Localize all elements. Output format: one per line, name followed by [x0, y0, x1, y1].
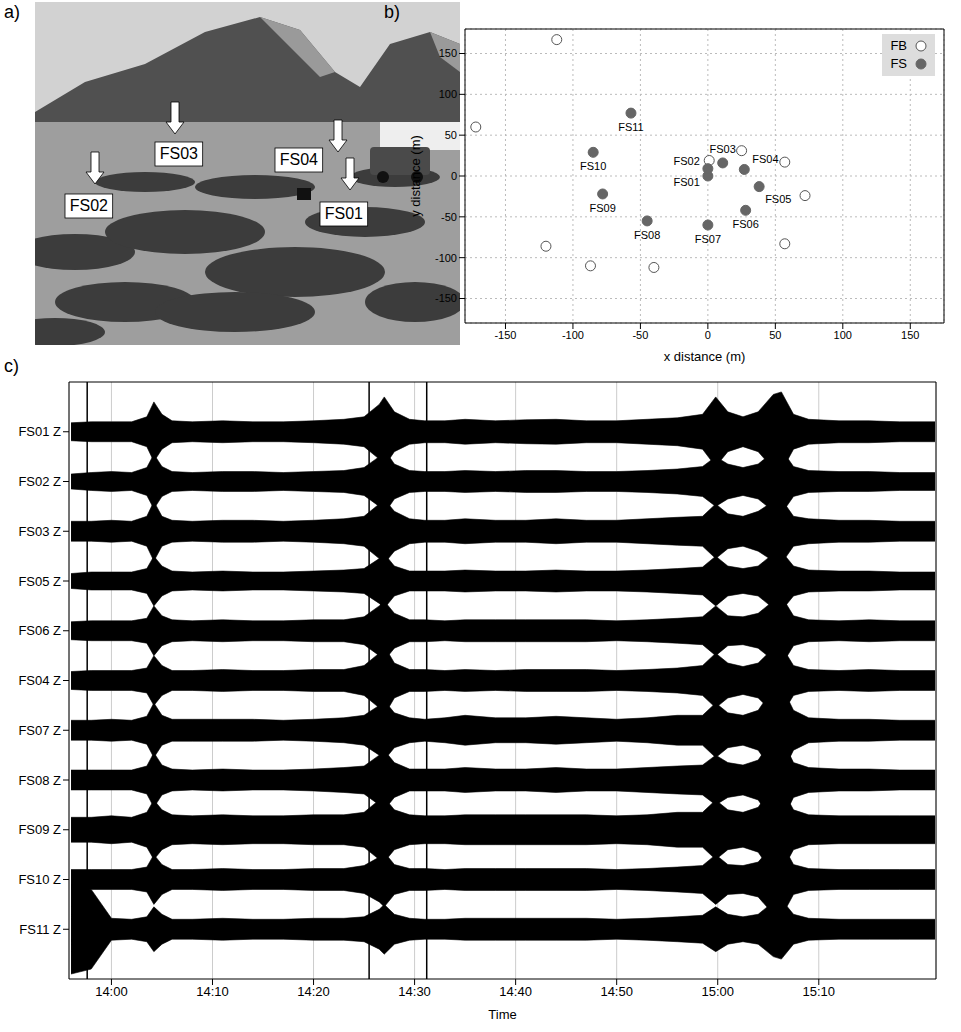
- svg-text:FS02 Z: FS02 Z: [18, 474, 61, 489]
- svg-text:FS06 Z: FS06 Z: [18, 623, 61, 638]
- svg-text:150: 150: [901, 329, 919, 341]
- svg-text:-150: -150: [435, 292, 457, 304]
- svg-text:y distance (m): y distance (m): [408, 135, 423, 217]
- svg-text:14:00: 14:00: [95, 984, 128, 999]
- svg-text:-100: -100: [435, 252, 457, 264]
- svg-text:FS10 Z: FS10 Z: [18, 872, 61, 887]
- svg-text:FS02: FS02: [674, 155, 700, 167]
- svg-text:15:10: 15:10: [803, 984, 836, 999]
- svg-text:FS03: FS03: [160, 145, 198, 162]
- svg-text:15:00: 15:00: [701, 984, 734, 999]
- svg-text:14:10: 14:10: [196, 984, 229, 999]
- html-text:b): b): [384, 2, 400, 22]
- svg-text:150: 150: [439, 47, 457, 59]
- svg-text:FS05 Z: FS05 Z: [18, 574, 61, 589]
- svg-text:FS04: FS04: [752, 153, 778, 165]
- svg-text:FS03: FS03: [710, 143, 736, 155]
- svg-text:100: 100: [834, 329, 852, 341]
- svg-text:FS10: FS10: [580, 160, 606, 172]
- svg-text:FS01: FS01: [325, 205, 363, 222]
- svg-text:Time: Time: [488, 1007, 516, 1022]
- html-text:FB: FB: [890, 38, 907, 53]
- svg-text:FS01 Z: FS01 Z: [18, 424, 61, 439]
- svg-text:14:50: 14:50: [600, 984, 633, 999]
- svg-text:FS08: FS08: [634, 229, 660, 241]
- svg-text:FS05: FS05: [765, 193, 791, 205]
- svg-text:0: 0: [451, 170, 457, 182]
- svg-text:FS11: FS11: [618, 121, 643, 133]
- svg-text:50: 50: [445, 129, 457, 141]
- svg-text:FS06: FS06: [733, 218, 759, 230]
- svg-text:-50: -50: [441, 211, 457, 223]
- svg-text:14:40: 14:40: [499, 984, 532, 999]
- svg-text:FS02: FS02: [70, 197, 108, 214]
- svg-text:FS08 Z: FS08 Z: [18, 773, 61, 788]
- svg-text:FS07 Z: FS07 Z: [18, 723, 61, 738]
- svg-text:FS04: FS04: [280, 151, 318, 168]
- html-text:FS: FS: [890, 56, 907, 71]
- svg-text:50: 50: [769, 329, 781, 341]
- svg-text:FS03 Z: FS03 Z: [18, 524, 61, 539]
- svg-text:FS09: FS09: [589, 202, 615, 214]
- svg-text:x distance (m): x distance (m): [664, 349, 746, 364]
- svg-text:-100: -100: [562, 329, 584, 341]
- svg-text:14:30: 14:30: [398, 984, 431, 999]
- svg-text:-50: -50: [632, 329, 648, 341]
- html-text:c): c): [4, 356, 19, 376]
- svg-text:0: 0: [705, 329, 711, 341]
- svg-text:FS07: FS07: [695, 233, 721, 245]
- svg-text:100: 100: [439, 88, 457, 100]
- svg-text:FS01: FS01: [674, 176, 700, 188]
- svg-text:FS11 Z: FS11 Z: [19, 922, 61, 937]
- svg-text:14:20: 14:20: [297, 984, 330, 999]
- svg-text:FS09 Z: FS09 Z: [18, 822, 61, 837]
- html-text:a): a): [4, 2, 20, 22]
- svg-text:-150: -150: [494, 329, 516, 341]
- svg-text:FS04 Z: FS04 Z: [18, 673, 61, 688]
